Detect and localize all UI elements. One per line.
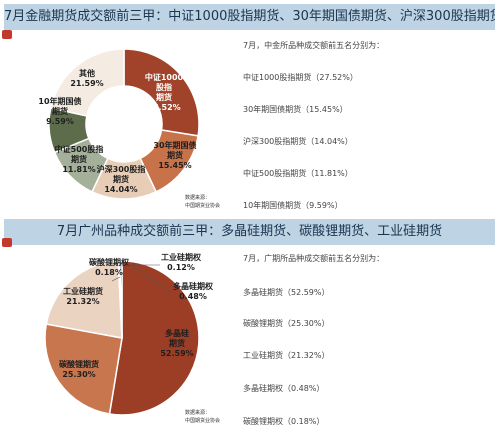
slice-value-label: 21.32%	[66, 297, 99, 306]
list-item: 30年期国债期货（15.45%）	[243, 105, 348, 114]
pie-slice	[44, 323, 123, 415]
slice-name-label: 期货	[156, 92, 172, 102]
slice-name-label: 股指	[156, 82, 172, 92]
slice-name-label: 期货	[71, 154, 87, 164]
slice-name-label: 工业硅期权	[161, 252, 202, 262]
slice-value-label: 0.12%	[167, 263, 195, 272]
source-label: 数据来源：	[185, 410, 211, 416]
panel2-intro: 7月，广期所品种成交额前五名分别为：	[243, 254, 385, 263]
source-value: 中国期货业协会	[185, 203, 221, 209]
slice-name-label: 多晶硅	[165, 328, 189, 338]
slice-value-label: 52.59%	[160, 349, 193, 358]
pie-slice	[118, 260, 123, 339]
slice-value-label: 14.04%	[104, 185, 137, 194]
leader-line	[111, 276, 121, 282]
slice-name-label: 其他	[79, 68, 95, 78]
data-source: 数据来源： 中国期货业协会	[185, 409, 220, 425]
pie-chart-guangzhou: 多晶硅期货52.59%碳酸锂期货25.30%工业硅期货21.32%碳酸锂期权0.…	[44, 252, 214, 416]
slice-value-label: 15.45%	[158, 161, 191, 170]
slice-name-label: 期货	[52, 106, 68, 116]
list-item: 中证1000股指期货（27.52%）	[243, 73, 358, 82]
panel1-intro: 7月，中金所品种成交额前五名分别为：	[243, 41, 385, 50]
pie-slice	[45, 260, 123, 339]
logo-icon	[2, 30, 12, 39]
slice-name-label: 中证1000	[145, 72, 184, 82]
slice-name-label: 多晶硅期权	[173, 281, 214, 291]
logo-icon	[2, 238, 12, 247]
pie-slice	[123, 48, 200, 137]
pie-slice	[108, 260, 200, 416]
financial-futures-panel: 7月金融期货成交额前三甲：中证1000股指期货、30年期国债期货、沪深300股指…	[0, 0, 499, 215]
slice-value-label: 27.52%	[147, 103, 180, 112]
slice-name-label: 碳酸锂期货	[59, 359, 99, 369]
slice-name-label: 中证500股指	[55, 144, 104, 154]
slice-value-label: 21.59%	[70, 79, 103, 88]
list-item: 中证500股指期货（11.81%）	[243, 169, 353, 178]
list-item: 沪深300股指期货（14.04%）	[243, 137, 353, 146]
data-source: 数据来源： 中国期货业协会	[185, 194, 220, 210]
panel1-title: 7月金融期货成交额前三甲：中证1000股指期货、30年期国债期货、沪深300股指…	[4, 4, 495, 30]
slice-name-label: 30年期国债	[153, 140, 196, 150]
list-item: 多晶硅期权（0.48%）	[243, 384, 325, 393]
donut-chart-financial: 中证1000股指期货27.52%30年期国债期货15.45%沪深300股指期货1…	[38, 48, 200, 200]
list-item: 工业硅期货（21.32%）	[243, 351, 330, 360]
list-item: 多晶硅期货（52.59%）	[243, 288, 330, 297]
slice-value-label: 11.81%	[62, 165, 95, 174]
list-item: 碳酸锂期权（0.18%）	[243, 417, 325, 426]
slice-name-label: 工业硅期货	[63, 286, 103, 296]
leader-line	[129, 264, 173, 294]
guangzhou-futures-panel: 7月广州品种成交额前三甲：多晶硅期货、碳酸锂期货、工业硅期货 多晶硅 期货 52.5…	[0, 219, 499, 435]
list-item: 10年期国债期货（9.59%）	[243, 201, 343, 210]
slice-name-label: 期货	[113, 174, 129, 184]
pie-slice	[49, 48, 125, 117]
slice-value-label: 9.59%	[46, 117, 74, 126]
slice-name-label: 期货	[167, 150, 183, 160]
slice-name-label: 碳酸锂期权	[89, 257, 130, 267]
panel2-title: 7月广州品种成交额前三甲：多晶硅期货、碳酸锂期货、工业硅期货	[4, 219, 495, 245]
slice-value-label: 0.18%	[95, 268, 123, 277]
list-item: 碳酸锂期货（25.30%）	[243, 319, 330, 328]
slice-name-label: 10年期国债	[38, 96, 81, 106]
slice-value-label: 25.30%	[62, 370, 95, 379]
source-label: 数据来源：	[185, 195, 211, 201]
slice-value-label: 0.48%	[179, 292, 207, 301]
slice-name-label: 沪深300股指	[97, 164, 146, 174]
source-value: 中国期货业协会	[185, 418, 221, 424]
slice-name-label: 期货	[169, 338, 185, 348]
